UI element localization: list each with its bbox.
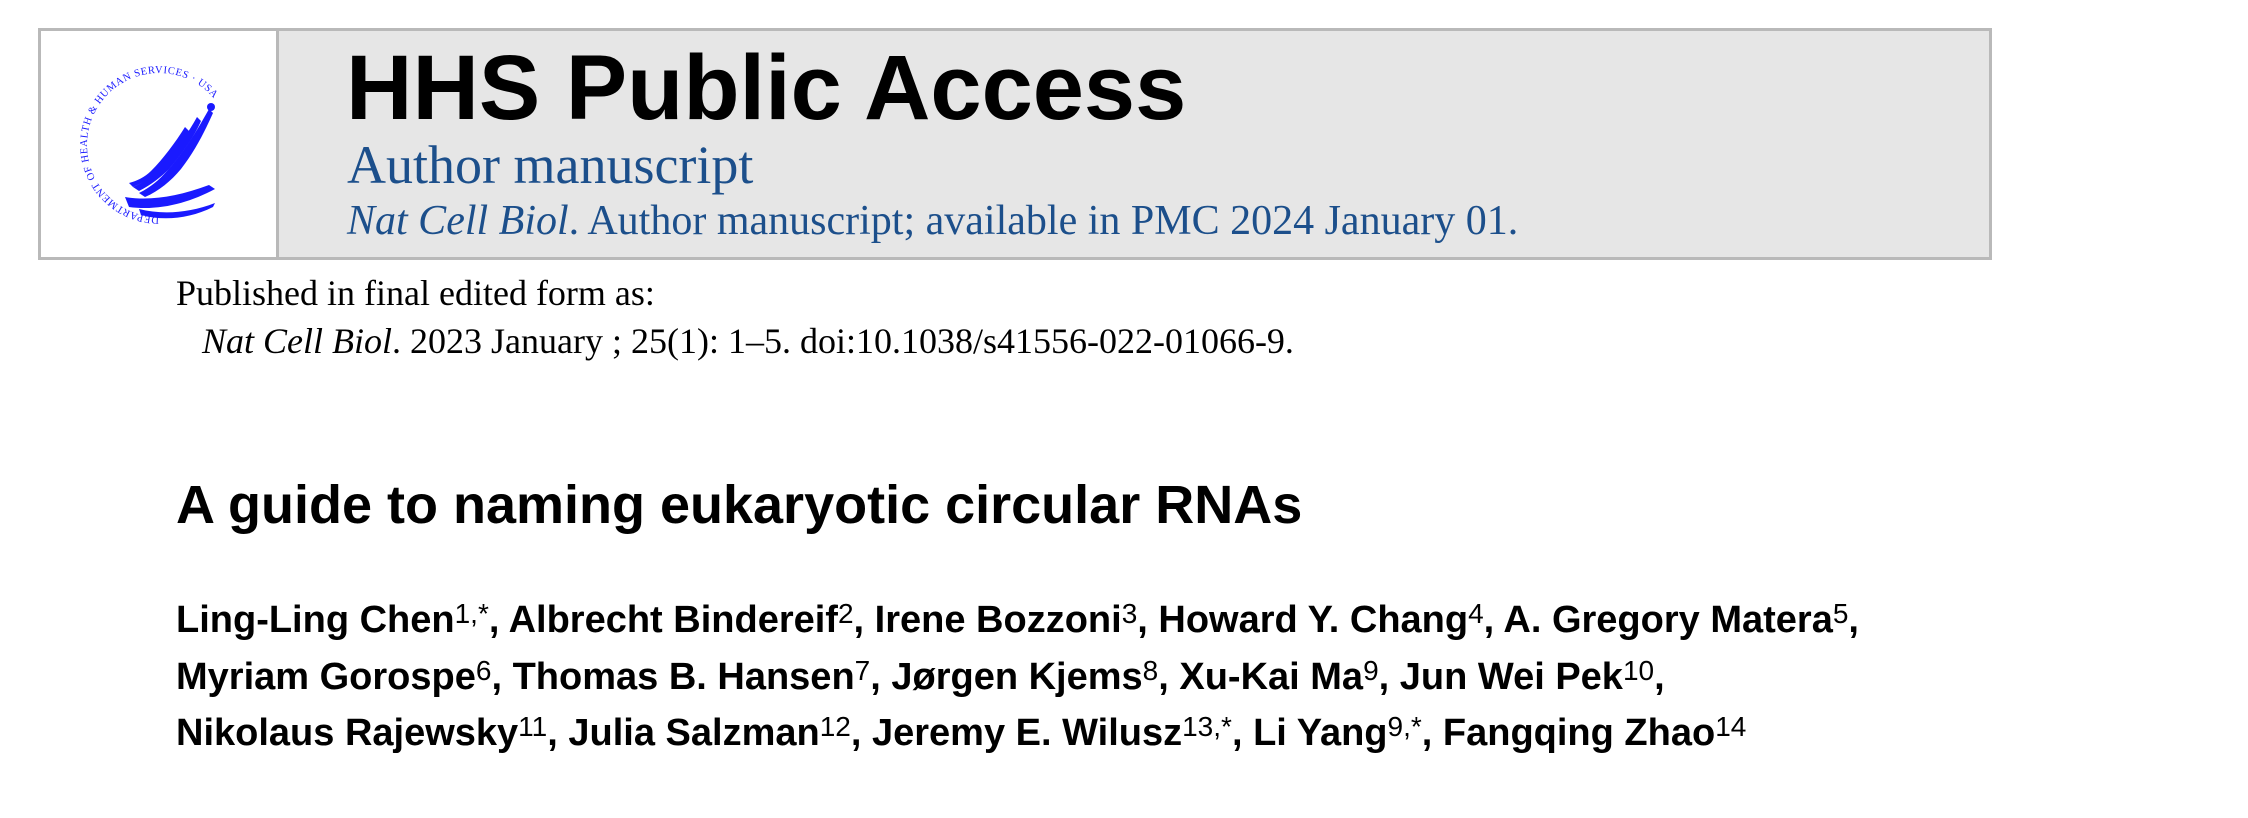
author-name: Li Yang	[1253, 712, 1388, 754]
author-list: Ling-Ling Chen1,*, Albrecht Bindereif2, …	[176, 598, 1859, 754]
banner-subtitle: Author manuscript	[347, 135, 754, 195]
author-name: Irene Bozzoni	[874, 599, 1122, 641]
banner-title: HHS Public Access	[346, 37, 1187, 139]
hhs-logo: DEPARTMENT OF HEALTH & HUMAN SERVICES · …	[41, 31, 279, 257]
publication-details: . 2023 January ; 25(1): 1–5. doi:10.1038…	[392, 321, 1294, 361]
author-name: Howard Y. Chang	[1158, 599, 1469, 641]
publication-journal: Nat Cell Biol	[202, 321, 393, 361]
author-affiliation: 9,*	[1387, 711, 1422, 742]
author-item: Thomas B. Hansen7	[512, 654, 871, 698]
author-item: Howard Y. Chang4	[1158, 598, 1484, 641]
author-name: Nikolaus Rajewsky	[176, 712, 519, 754]
author-item: Fangqing Zhao14	[1442, 711, 1747, 754]
author-name: A. Gregory Matera	[1503, 599, 1833, 641]
author-item: Xu-Kai Ma9	[1179, 654, 1379, 698]
author-name: Julia Salzman	[568, 712, 820, 754]
hhs-eagle-icon: DEPARTMENT OF HEALTH & HUMAN SERVICES · …	[79, 65, 220, 225]
author-item: Jeremy E. Wilusz13,*	[871, 711, 1232, 754]
author-affiliation: 7	[854, 654, 871, 686]
author-affiliation: 2	[837, 598, 854, 629]
author-affiliation: 9	[1363, 654, 1379, 686]
author-name: Albrecht Bindereif	[508, 599, 838, 641]
article-title: A guide to naming eukaryotic circular RN…	[176, 475, 1303, 535]
author-affiliation: 1,*	[454, 598, 489, 629]
author-affiliation: 10	[1622, 654, 1655, 686]
author-name: Jun Wei Pek	[1399, 655, 1623, 698]
author-item: Albrecht Bindereif2	[508, 598, 854, 641]
author-name: Myriam Gorospe	[176, 655, 476, 698]
publication-citation: Nat Cell Biol. 2023 January ; 25(1): 1–5…	[202, 318, 1294, 364]
hhs-banner: DEPARTMENT OF HEALTH & HUMAN SERVICES · …	[38, 28, 1992, 260]
author-affiliation: 8	[1142, 654, 1159, 686]
author-affiliation: 11	[518, 711, 548, 742]
author-item: Nikolaus Rajewsky11	[176, 711, 548, 754]
author-affiliation: 4	[1468, 598, 1484, 629]
author-name: Ling-Ling Chen	[176, 599, 455, 641]
author-item: Julia Salzman12	[568, 711, 851, 754]
author-affiliation: 13,*	[1182, 711, 1232, 742]
author-name: Xu-Kai Ma	[1179, 655, 1364, 698]
author-name: Jørgen Kjems	[891, 655, 1143, 698]
published-label: Published in final edited form as:	[176, 273, 655, 313]
author-affiliation: 5	[1832, 598, 1849, 629]
author-name: Jeremy E. Wilusz	[871, 712, 1183, 754]
author-name: Thomas B. Hansen	[512, 655, 855, 698]
author-item: Li Yang9,*	[1253, 711, 1422, 754]
author-item: Myriam Gorospe6	[176, 654, 492, 698]
author-item: A. Gregory Matera5	[1503, 598, 1849, 641]
author-affiliation: 12	[819, 711, 851, 742]
author-affiliation: 6	[475, 654, 492, 686]
banner-availability: Nat Cell Biol. Author manuscript; availa…	[347, 195, 1518, 247]
author-item: Jørgen Kjems8	[891, 654, 1159, 698]
author-affiliation: 3	[1121, 598, 1138, 629]
author-item: Jun Wei Pek10	[1399, 654, 1655, 698]
banner-journal: Nat Cell Biol	[347, 198, 569, 244]
author-name: Fangqing Zhao	[1442, 712, 1716, 754]
author-affiliation: 14	[1715, 711, 1747, 742]
author-item: Ling-Ling Chen1,*	[176, 598, 489, 641]
author-item: Irene Bozzoni3	[874, 598, 1138, 641]
banner-availability-text: . Author manuscript; available in PMC 20…	[568, 198, 1519, 244]
